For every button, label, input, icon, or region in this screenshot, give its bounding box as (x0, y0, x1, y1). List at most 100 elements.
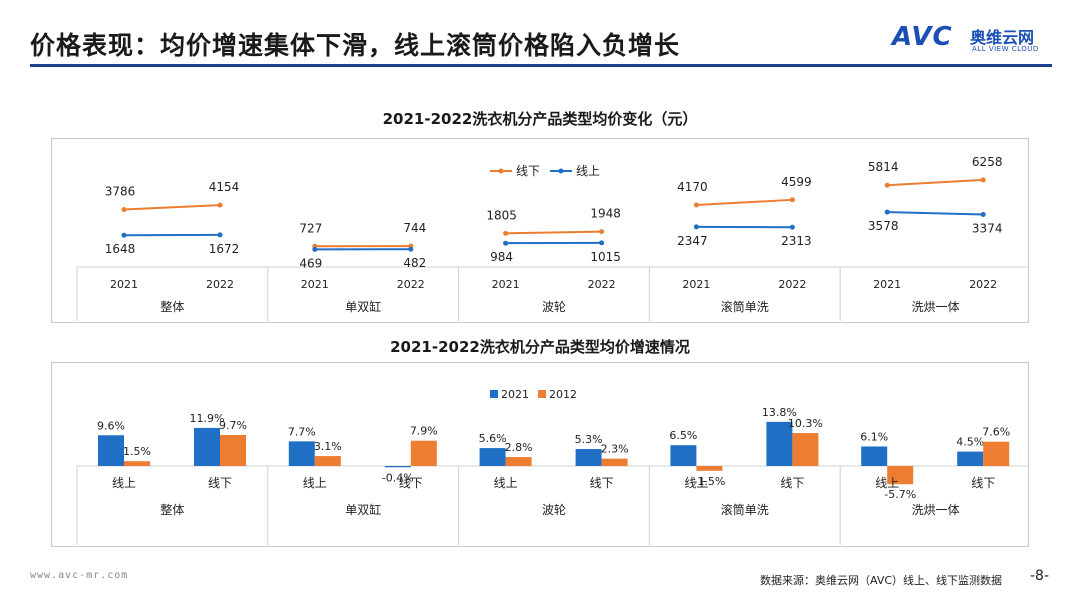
data-label-offline: 4599 (781, 175, 812, 189)
legend-swatch-2021 (490, 390, 498, 398)
data-label-online: 1672 (209, 242, 240, 256)
data-label-online: 469 (299, 256, 322, 270)
bar-2021 (479, 448, 506, 466)
data-label-offline: 744 (403, 221, 426, 235)
bar-chart-title: 2021-2022洗衣机分产品类型均价增速情况 (390, 338, 690, 356)
data-label-online: 984 (490, 250, 513, 264)
line-x-tick-label: 2022 (778, 278, 806, 291)
bar-2012 (314, 456, 341, 466)
line-x-tick-label: 2021 (301, 278, 329, 291)
data-label-online: 3374 (972, 222, 1003, 236)
line-group-label: 单双缸 (345, 299, 381, 314)
bar-value-label-2021: 11.9% (190, 412, 225, 425)
bar-value-label-2012: -5.7% (884, 488, 916, 501)
bar-channel-label: 线下 (971, 476, 995, 490)
bar-channel-label: 线下 (399, 476, 423, 490)
data-label-online: 2347 (677, 234, 708, 248)
line-x-tick-label: 2022 (397, 278, 425, 291)
bar-value-label-2021: 5.3% (575, 433, 603, 446)
bar-2012 (792, 433, 819, 466)
bar-2021 (384, 466, 411, 468)
data-point-offline (980, 177, 986, 183)
legend-marker-offline (498, 168, 504, 174)
logo-avc-text: AVC (892, 22, 953, 52)
bar-group-label: 整体 (160, 502, 184, 517)
title-divider (30, 64, 1052, 67)
line-group-label: 波轮 (542, 300, 566, 314)
logo-cn-text: 奥维云网 (970, 28, 1035, 47)
bar-value-label-2021: 6.5% (669, 429, 697, 442)
page-title: 价格表现：均价增速集体下滑，线上滚筒价格陷入负增长 (30, 31, 681, 60)
series-line-offline (887, 178, 984, 187)
bar-value-label-2021: 6.1% (860, 430, 888, 443)
bar-2021 (194, 427, 220, 466)
data-point-online (217, 232, 223, 238)
legend-label-online: 线上 (576, 164, 600, 178)
bar-value-label-2021: 5.6% (479, 432, 507, 445)
bar-channel-label: 线下 (590, 476, 614, 490)
bar-group-label: 洗烘一体 (912, 503, 960, 517)
bar-channel-label: 线下 (208, 476, 232, 490)
bar-value-label-2021: -0.4% (382, 471, 414, 484)
legend-label-offline: 线下 (516, 164, 540, 178)
footer-url: www.avc-mr.com (30, 570, 129, 581)
bar-channel-label: 线上 (112, 476, 136, 490)
bar-2012 (410, 440, 437, 466)
bar-value-label-2021: 9.6% (97, 419, 125, 432)
bar-value-label-2021: 13.8% (762, 406, 797, 419)
line-x-tick-label: 2022 (206, 278, 234, 291)
bar-value-label-2021: 4.5% (956, 436, 984, 449)
line-x-tick-label: 2021 (110, 278, 138, 291)
avc-logo: AVC 奥维云网 ALL VIEW CLOUD (892, 22, 1052, 58)
legend-label-2021: 2021 (501, 388, 529, 401)
data-point-offline (217, 202, 223, 208)
data-label-online: 2313 (781, 234, 812, 248)
bar-channel-label: 线上 (875, 476, 899, 490)
bar-2021 (575, 449, 602, 466)
data-label-offline: 1948 (590, 207, 621, 221)
bar-2021 (98, 435, 124, 466)
data-label-offline: 5814 (868, 160, 899, 174)
data-point-offline (884, 182, 890, 188)
data-point-offline (599, 229, 605, 235)
data-point-offline (693, 202, 699, 208)
data-point-online (408, 246, 414, 252)
bar-2012 (601, 458, 628, 466)
legend-swatch-2012 (538, 390, 546, 398)
line-x-tick-label: 2021 (492, 278, 520, 291)
bar-2012 (696, 466, 723, 471)
bar-value-label-2012: 2.8% (505, 441, 533, 454)
bar-value-label-2012: 9.7% (219, 419, 247, 432)
page-number: -8- (1030, 568, 1050, 584)
bar-chart-panel: 2021 2012 整体 9.6% 1.5% 线上 11.9% 9.7% 线下 单双缸 7.7% 3.… (51, 362, 1032, 547)
logo-en-text: ALL VIEW CLOUD (972, 45, 1039, 53)
bar-2012 (887, 466, 914, 485)
series-line-offline (123, 204, 221, 211)
line-chart-title: 2021-2022洗衣机分产品类型均价变化（元） (382, 110, 698, 128)
bar-value-label-2012: 7.6% (982, 426, 1010, 439)
legend-label-2012: 2012 (549, 388, 577, 401)
data-point-offline (121, 207, 127, 213)
line-group-label: 滚筒单洗 (721, 299, 769, 314)
bar-channel-label: 线下 (780, 476, 804, 490)
bar-channel-label: 线上 (303, 476, 327, 490)
bar-group-label: 波轮 (542, 503, 566, 517)
data-point-online (884, 209, 890, 215)
bar-2021 (670, 445, 697, 466)
line-group-label: 洗烘一体 (912, 300, 960, 314)
bar-2012 (983, 441, 1010, 466)
bar-2021 (766, 421, 793, 466)
bar-2021 (957, 451, 984, 466)
bar-value-label-2021: 7.7% (288, 425, 316, 438)
bar-2012 (124, 461, 150, 466)
line-x-tick-label: 2022 (588, 278, 616, 291)
data-point-online (599, 240, 605, 246)
series-line-offline (505, 230, 602, 235)
data-label-online: 3578 (868, 219, 899, 233)
line-chart: 线下 线上 2021 2022 整体 3786 4154 1648 1672 2021 2022 单双… (76, 155, 1032, 321)
line-chart-panel: 线下 线上 2021 2022 整体 3786 4154 1648 1672 2021 2022 单双… (51, 138, 1032, 323)
data-point-online (121, 232, 127, 238)
bar-value-label-2012: 3.1% (314, 440, 342, 453)
legend-marker-online (558, 168, 564, 174)
